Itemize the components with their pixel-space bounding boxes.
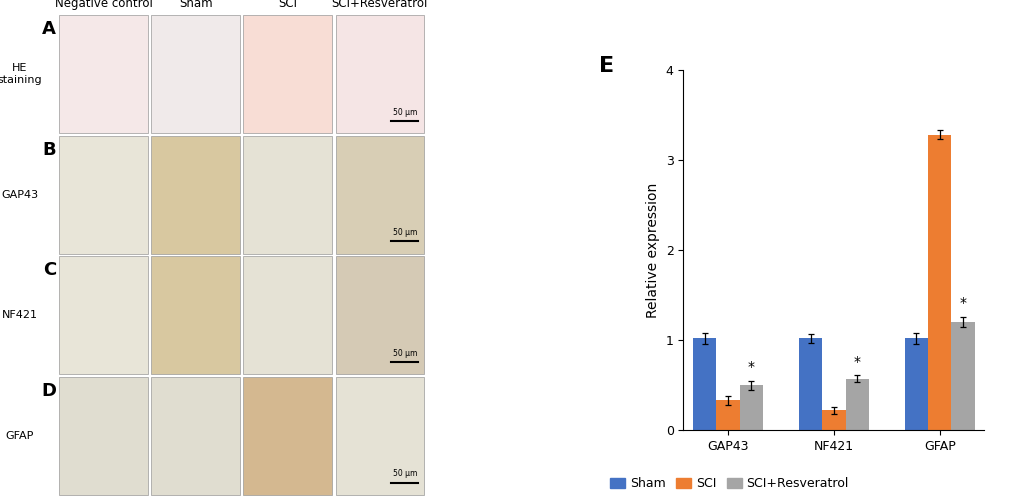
Text: *: * [853, 355, 860, 369]
Bar [692, 338, 715, 430]
Text: GFAP: GFAP [5, 431, 34, 441]
Bar [59, 377, 148, 495]
Text: 50 μm: 50 μm [393, 470, 418, 478]
Bar [244, 136, 332, 254]
Bar [927, 135, 951, 430]
Bar [335, 256, 424, 374]
Text: A: A [43, 20, 56, 38]
Bar [151, 377, 239, 495]
Legend: Sham, SCI, SCI+Resveratrol: Sham, SCI, SCI+Resveratrol [605, 472, 853, 495]
Text: E: E [598, 56, 613, 76]
Bar [951, 322, 974, 430]
Bar [904, 338, 927, 430]
Bar [151, 15, 239, 133]
Bar [59, 256, 148, 374]
Bar [715, 400, 739, 430]
Text: HE
staining: HE staining [0, 64, 42, 85]
Text: *: * [747, 360, 754, 374]
Y-axis label: Relative expression: Relative expression [645, 182, 659, 318]
Text: B: B [43, 140, 56, 158]
Text: 50 μm: 50 μm [393, 228, 418, 237]
Bar [798, 338, 821, 430]
Text: D: D [42, 382, 57, 400]
Bar [244, 377, 332, 495]
Text: 50 μm: 50 μm [393, 349, 418, 358]
Text: 50 μm: 50 μm [393, 108, 418, 116]
Text: C: C [43, 261, 56, 279]
Bar [59, 136, 148, 254]
Bar [59, 15, 148, 133]
Bar [151, 136, 239, 254]
Text: SCI+Resveratrol: SCI+Resveratrol [331, 0, 428, 10]
Bar [244, 15, 332, 133]
Text: Sham: Sham [178, 0, 212, 10]
Bar [151, 256, 239, 374]
Bar [821, 410, 845, 430]
Bar [335, 136, 424, 254]
Bar [739, 385, 762, 430]
Bar [335, 377, 424, 495]
Bar [244, 256, 332, 374]
Text: GAP43: GAP43 [1, 190, 39, 200]
Text: Negative control: Negative control [55, 0, 153, 10]
Bar [845, 378, 868, 430]
Text: SCI: SCI [278, 0, 298, 10]
Bar [335, 15, 424, 133]
Text: NF421: NF421 [2, 310, 38, 320]
Text: *: * [959, 296, 966, 310]
